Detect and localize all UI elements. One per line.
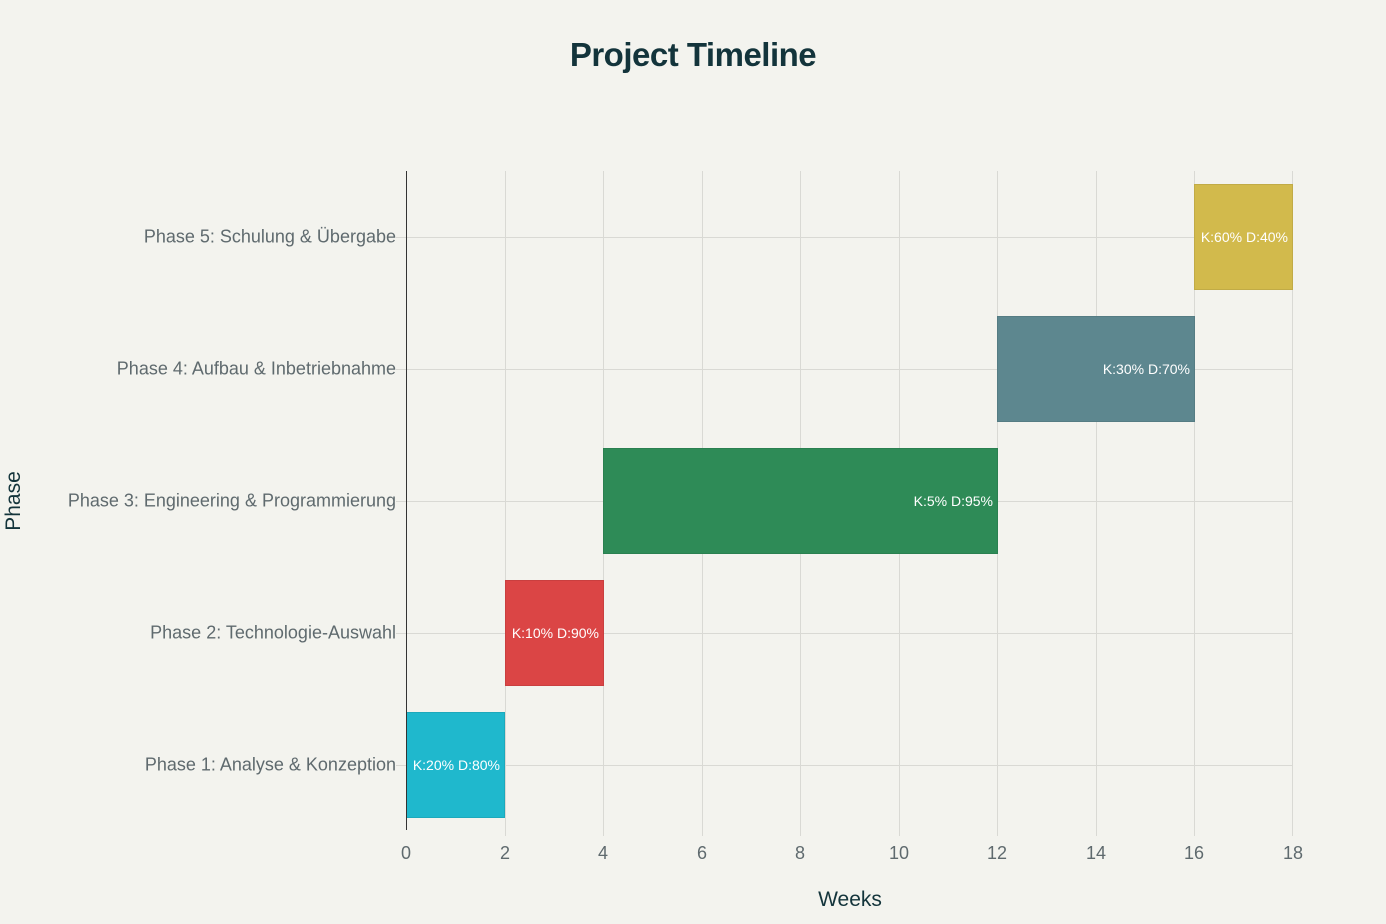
bar-phase-2[interactable]: K:10% D:90% bbox=[505, 580, 604, 686]
x-tick-label: 8 bbox=[794, 843, 806, 863]
bar-label: K:30% D:70% bbox=[1102, 361, 1190, 377]
bar-phase-3[interactable]: K:5% D:95% bbox=[603, 448, 998, 554]
y-tick-label: Phase 4: Aufbau & Inbetriebnahme bbox=[116, 358, 396, 379]
plot-area: K:20% D:80% K:10% D:90% K:5% D:95% K:30%… bbox=[396, 171, 1293, 836]
bar-phase-4[interactable]: K:30% D:70% bbox=[997, 316, 1195, 422]
gridline bbox=[396, 633, 1293, 634]
bar-label: K:10% D:90% bbox=[511, 625, 599, 641]
bar-label: K:5% D:95% bbox=[913, 493, 993, 509]
x-tick-label: 6 bbox=[696, 843, 708, 863]
bar-phase-5[interactable]: K:60% D:40% bbox=[1194, 184, 1293, 290]
bar-label: K:60% D:40% bbox=[1200, 229, 1288, 245]
bar-phase-1[interactable]: K:20% D:80% bbox=[406, 712, 505, 818]
x-tick-label: 0 bbox=[400, 843, 412, 863]
gridline bbox=[1194, 171, 1196, 836]
y-tick-label: Phase 3: Engineering & Programmierung bbox=[67, 490, 396, 511]
gridline bbox=[1095, 171, 1097, 836]
chart-title: Project Timeline bbox=[569, 36, 817, 73]
gridline bbox=[1292, 171, 1293, 836]
y-axis-label: Phase bbox=[2, 471, 25, 531]
x-tick-label: 18 bbox=[1282, 843, 1304, 863]
gridline bbox=[396, 369, 1293, 370]
x-tick-label: 4 bbox=[597, 843, 609, 863]
y-axis-line bbox=[406, 171, 407, 830]
x-tick-label: 10 bbox=[888, 843, 910, 863]
gridline bbox=[396, 237, 1293, 238]
x-tick-label: 14 bbox=[1085, 843, 1107, 863]
y-tick-label: Phase 2: Technologie-Auswahl bbox=[150, 622, 396, 643]
x-axis-label: Weeks bbox=[818, 888, 882, 911]
x-tick-label: 12 bbox=[986, 843, 1008, 863]
bar-label: K:20% D:80% bbox=[412, 757, 500, 773]
y-tick-label: Phase 5: Schulung & Übergabe bbox=[143, 226, 396, 247]
x-tick-label: 16 bbox=[1183, 843, 1205, 863]
gridline bbox=[504, 171, 506, 836]
x-tick-label: 2 bbox=[499, 843, 511, 863]
gridline bbox=[396, 765, 1293, 766]
y-tick-label: Phase 1: Analyse & Konzeption bbox=[144, 754, 396, 775]
